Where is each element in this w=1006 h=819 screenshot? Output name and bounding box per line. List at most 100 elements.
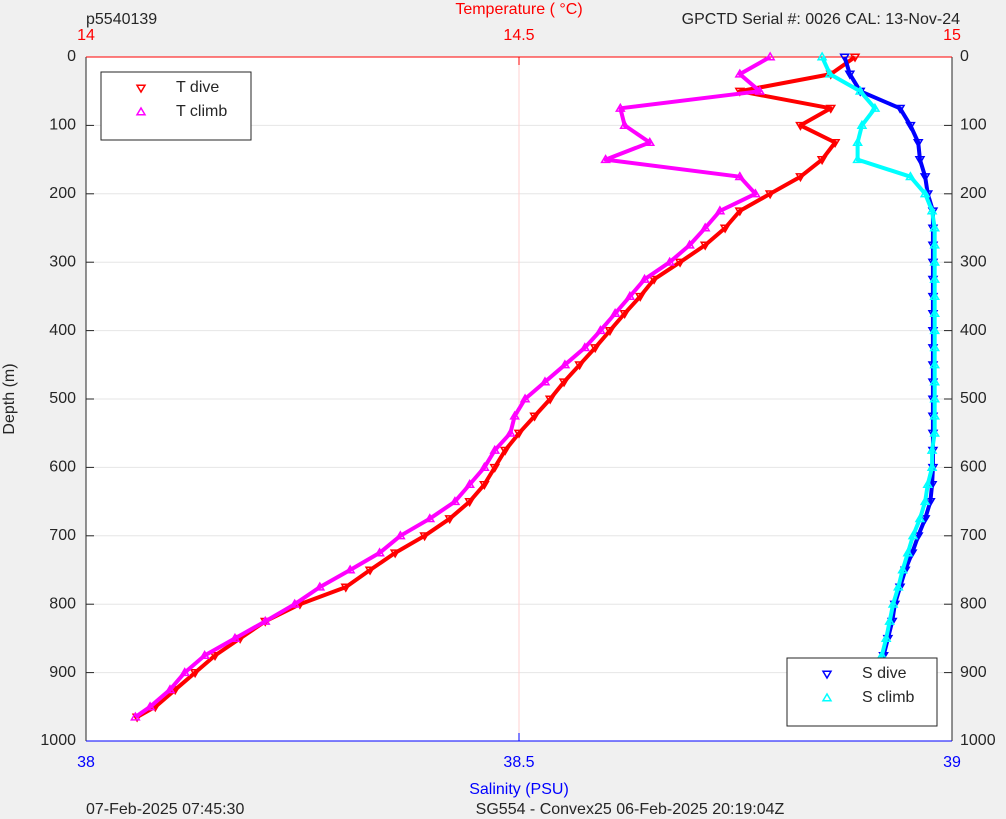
marker bbox=[615, 102, 626, 112]
marker bbox=[929, 290, 940, 300]
marker bbox=[880, 632, 892, 642]
marker bbox=[929, 410, 940, 420]
marker bbox=[754, 85, 766, 95]
marker bbox=[444, 515, 456, 525]
chart-title-left: p5540139 bbox=[86, 11, 157, 28]
legend-marker bbox=[135, 84, 147, 94]
marker bbox=[509, 410, 520, 420]
marker bbox=[364, 566, 376, 576]
marker bbox=[869, 102, 881, 112]
y-tick-label-right: 200 bbox=[960, 185, 987, 202]
marker bbox=[489, 444, 501, 454]
y-tick-label-right: 100 bbox=[960, 117, 987, 134]
marker bbox=[839, 53, 850, 63]
marker bbox=[289, 598, 301, 608]
marker bbox=[907, 530, 919, 540]
marker bbox=[929, 376, 940, 386]
marker bbox=[816, 156, 828, 166]
legend-label: S climb bbox=[862, 689, 915, 706]
x-tick-label: 39 bbox=[943, 754, 961, 771]
y-tick-label: 100 bbox=[49, 117, 76, 134]
marker bbox=[595, 325, 606, 335]
y-tick-label-right: 800 bbox=[960, 595, 987, 612]
marker bbox=[929, 222, 940, 232]
marker bbox=[929, 239, 940, 249]
marker bbox=[914, 513, 926, 523]
y-tick-label-right: 0 bbox=[960, 48, 969, 65]
marker bbox=[699, 241, 711, 251]
marker bbox=[884, 615, 895, 625]
y-tick-label: 200 bbox=[49, 185, 76, 202]
marker bbox=[464, 479, 475, 489]
marker bbox=[519, 393, 531, 403]
y-tick-label-right: 500 bbox=[960, 390, 987, 407]
marker bbox=[395, 530, 406, 540]
marker bbox=[189, 669, 201, 679]
y-tick-label: 500 bbox=[49, 390, 76, 407]
marker bbox=[619, 119, 630, 129]
marker bbox=[719, 224, 731, 234]
marker bbox=[579, 342, 591, 352]
marker bbox=[600, 154, 611, 164]
x-axis-label: Salinity (PSU) bbox=[469, 781, 569, 798]
y-tick-label-right: 700 bbox=[960, 527, 987, 544]
marker bbox=[529, 412, 540, 422]
marker bbox=[750, 188, 761, 198]
marker bbox=[856, 119, 868, 129]
marker bbox=[852, 154, 863, 164]
marker bbox=[764, 190, 776, 200]
marker bbox=[619, 309, 630, 319]
marker bbox=[734, 207, 746, 217]
marker bbox=[829, 138, 841, 148]
marker bbox=[544, 395, 556, 405]
marker bbox=[344, 564, 356, 574]
marker bbox=[639, 273, 650, 283]
marker bbox=[229, 632, 241, 642]
marker bbox=[892, 581, 904, 591]
marker bbox=[905, 171, 916, 181]
marker bbox=[199, 650, 210, 660]
x2-tick-label: 15 bbox=[943, 27, 961, 44]
y-tick-label: 400 bbox=[49, 322, 76, 339]
marker bbox=[897, 564, 908, 574]
marker bbox=[852, 137, 863, 147]
y-tick-label: 600 bbox=[49, 459, 76, 476]
marker bbox=[849, 53, 861, 63]
marker bbox=[926, 461, 938, 471]
marker bbox=[902, 547, 914, 557]
marker bbox=[919, 496, 931, 506]
marker bbox=[699, 222, 711, 232]
marker bbox=[574, 361, 585, 371]
marker bbox=[887, 598, 899, 608]
marker bbox=[795, 121, 806, 131]
marker bbox=[919, 173, 931, 183]
marker bbox=[674, 258, 686, 268]
marker bbox=[929, 325, 940, 335]
marker bbox=[664, 256, 675, 266]
marker bbox=[505, 427, 516, 437]
marker bbox=[795, 173, 806, 183]
y-tick-label: 1000 bbox=[40, 732, 76, 749]
marker bbox=[844, 70, 856, 80]
y-tick-label-right: 600 bbox=[960, 459, 987, 476]
marker bbox=[340, 583, 352, 593]
marker bbox=[734, 171, 746, 181]
marker bbox=[914, 156, 926, 166]
marker bbox=[922, 479, 934, 489]
marker bbox=[479, 461, 490, 471]
marker bbox=[854, 85, 866, 95]
marker bbox=[259, 615, 271, 625]
marker bbox=[824, 68, 836, 78]
marker bbox=[558, 378, 570, 388]
marker bbox=[624, 290, 636, 300]
legend-box bbox=[786, 657, 938, 727]
chart-title-right: GPCTD Serial #: 0026 CAL: 13-Nov-24 bbox=[682, 11, 960, 28]
x-tick-label: 38.5 bbox=[503, 754, 534, 771]
legend-label: T climb bbox=[176, 103, 227, 120]
marker bbox=[374, 547, 385, 557]
marker bbox=[684, 239, 695, 249]
marker bbox=[389, 549, 401, 559]
marker bbox=[164, 684, 176, 694]
y-tick-label-right: 300 bbox=[960, 253, 987, 270]
